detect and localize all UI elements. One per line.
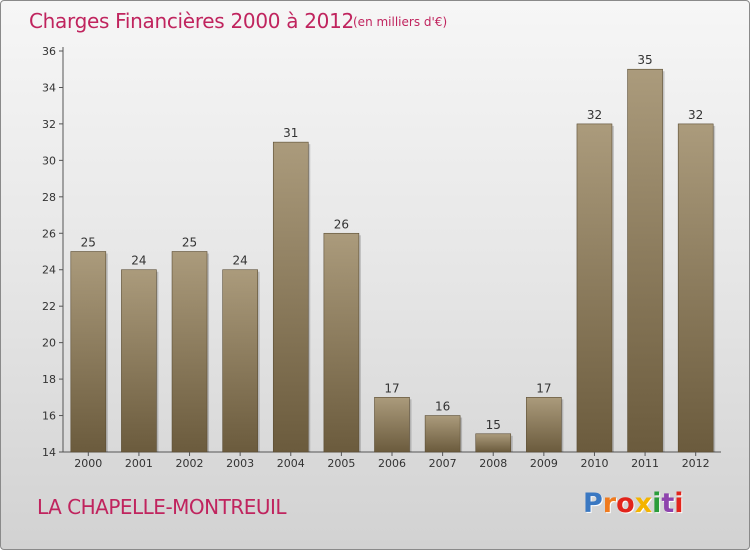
data-label: 35 <box>637 53 652 67</box>
bar <box>121 269 157 453</box>
data-label: 24 <box>233 254 248 268</box>
bar <box>475 433 512 453</box>
bar <box>323 232 360 453</box>
logo-letter: t <box>661 488 675 519</box>
bar <box>627 68 663 453</box>
bar <box>526 397 562 453</box>
x-tick-label: 2000 <box>74 457 102 470</box>
data-label: 31 <box>283 126 298 140</box>
bar <box>70 251 107 453</box>
y-tick-label: 16 <box>42 410 56 423</box>
logo-letter: P <box>583 488 603 519</box>
y-tick-label: 22 <box>42 300 56 313</box>
x-tick-label: 2012 <box>682 457 710 470</box>
x-tick-label: 2007 <box>429 457 457 470</box>
x-tick-label: 2001 <box>125 457 153 470</box>
x-tick-label: 2005 <box>327 457 355 470</box>
data-label: 32 <box>688 108 703 122</box>
bar <box>374 397 410 453</box>
data-label: 25 <box>81 236 96 250</box>
logo-letter: r <box>602 488 617 519</box>
bar <box>576 123 613 453</box>
data-label: 17 <box>384 381 399 395</box>
data-label: 25 <box>182 236 197 250</box>
data-label: 15 <box>486 418 501 432</box>
y-tick-label: 20 <box>42 337 56 350</box>
commune-name: LA CHAPELLE-MONTREUIL <box>37 495 287 519</box>
bar <box>171 251 208 453</box>
y-tick-label: 24 <box>42 264 56 277</box>
y-tick-label: 18 <box>42 373 56 386</box>
data-label: 24 <box>131 254 146 268</box>
y-tick-label: 34 <box>42 81 56 94</box>
y-tick-label: 14 <box>42 446 56 459</box>
x-tick-label: 2006 <box>378 457 406 470</box>
data-label: 16 <box>435 400 450 414</box>
x-tick-label: 2004 <box>277 457 305 470</box>
bar <box>272 141 309 453</box>
y-tick-label: 36 <box>42 45 56 58</box>
data-label: 32 <box>587 108 602 122</box>
logo-letter: x <box>634 488 653 519</box>
proxiti-logo[interactable]: Proxiti <box>583 488 684 519</box>
x-tick-label: 2003 <box>226 457 254 470</box>
data-label: 26 <box>334 217 349 231</box>
x-tick-label: 2008 <box>479 457 507 470</box>
chart-subtitle: (en milliers d'€) <box>353 15 448 29</box>
y-tick-label: 28 <box>42 191 56 204</box>
logo-letter: i <box>652 488 662 519</box>
y-tick-label: 32 <box>42 118 56 131</box>
x-tick-label: 2010 <box>580 457 608 470</box>
x-tick-label: 2002 <box>176 457 204 470</box>
x-tick-label: 2009 <box>530 457 558 470</box>
logo-letter: i <box>674 488 684 519</box>
data-label: 17 <box>536 381 551 395</box>
bar <box>677 123 714 453</box>
y-tick-label: 30 <box>42 154 56 167</box>
chart-title: Charges Financières 2000 à 2012 <box>29 9 354 33</box>
x-tick-label: 2011 <box>631 457 659 470</box>
logo-letter: o <box>616 488 635 519</box>
bar <box>424 415 461 453</box>
y-tick-label: 26 <box>42 227 56 240</box>
bar <box>222 269 258 453</box>
